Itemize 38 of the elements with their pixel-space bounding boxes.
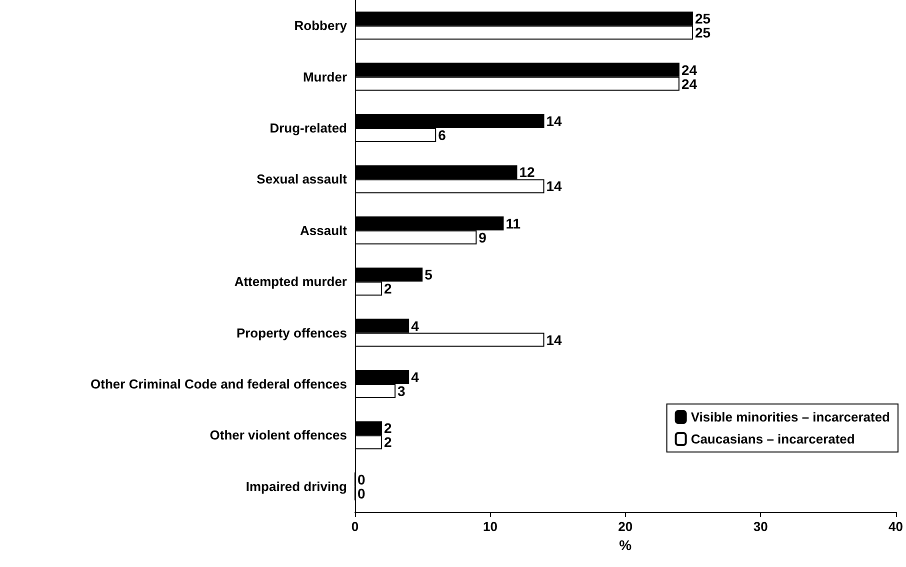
data-label: 14 <box>546 113 562 129</box>
x-tick-label: 20 <box>618 519 633 534</box>
data-label: 2 <box>384 434 392 450</box>
legend-label: Caucasians – incarcerated <box>690 432 855 446</box>
data-label: 2 <box>384 420 392 436</box>
y-tick-label: Impaired driving <box>246 478 348 494</box>
data-label: 3 <box>398 383 406 399</box>
data-label: 6 <box>438 127 446 143</box>
data-label: 9 <box>478 229 487 246</box>
data-label: 0 <box>358 485 366 502</box>
y-tick-label: Other violent offences <box>210 428 347 443</box>
data-label: 25 <box>694 10 711 27</box>
x-tick-label: 10 <box>482 519 498 534</box>
y-tick-label: Drug-related <box>270 120 348 136</box>
x-tick-label: 30 <box>753 519 768 534</box>
y-tick-label: Robbery <box>294 18 348 34</box>
data-label: 11 <box>506 215 521 232</box>
data-label: 4 <box>411 369 420 385</box>
x-tick-label: 40 <box>888 519 904 534</box>
data-label: 2 <box>384 280 392 297</box>
legend-label: Visible minorities – incarcerated <box>690 410 890 424</box>
data-label: 25 <box>694 24 711 41</box>
data-label: 14 <box>546 332 562 348</box>
data-label: 24 <box>681 76 698 92</box>
data-label: 12 <box>519 164 536 180</box>
y-tick-label: Assault <box>300 222 348 238</box>
data-label: 4 <box>411 318 420 334</box>
y-tick-label: Other Criminal Code and federal offences <box>90 376 347 392</box>
y-tick-label: Murder <box>302 69 347 84</box>
x-tick-label: 0 <box>351 519 359 534</box>
data-label: 14 <box>546 178 562 194</box>
y-tick-label: Property offences <box>236 325 347 340</box>
data-label: 24 <box>681 62 698 78</box>
y-tick-label: Attempted murder <box>234 274 347 290</box>
data-label: 5 <box>424 266 433 283</box>
x-axis-title: % <box>619 537 632 553</box>
y-tick-label: Sexual assault <box>256 172 348 187</box>
data-label: 0 <box>358 471 366 488</box>
